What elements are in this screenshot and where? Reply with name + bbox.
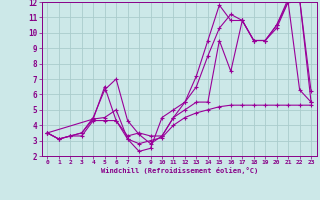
X-axis label: Windchill (Refroidissement éolien,°C): Windchill (Refroidissement éolien,°C) xyxy=(100,167,258,174)
